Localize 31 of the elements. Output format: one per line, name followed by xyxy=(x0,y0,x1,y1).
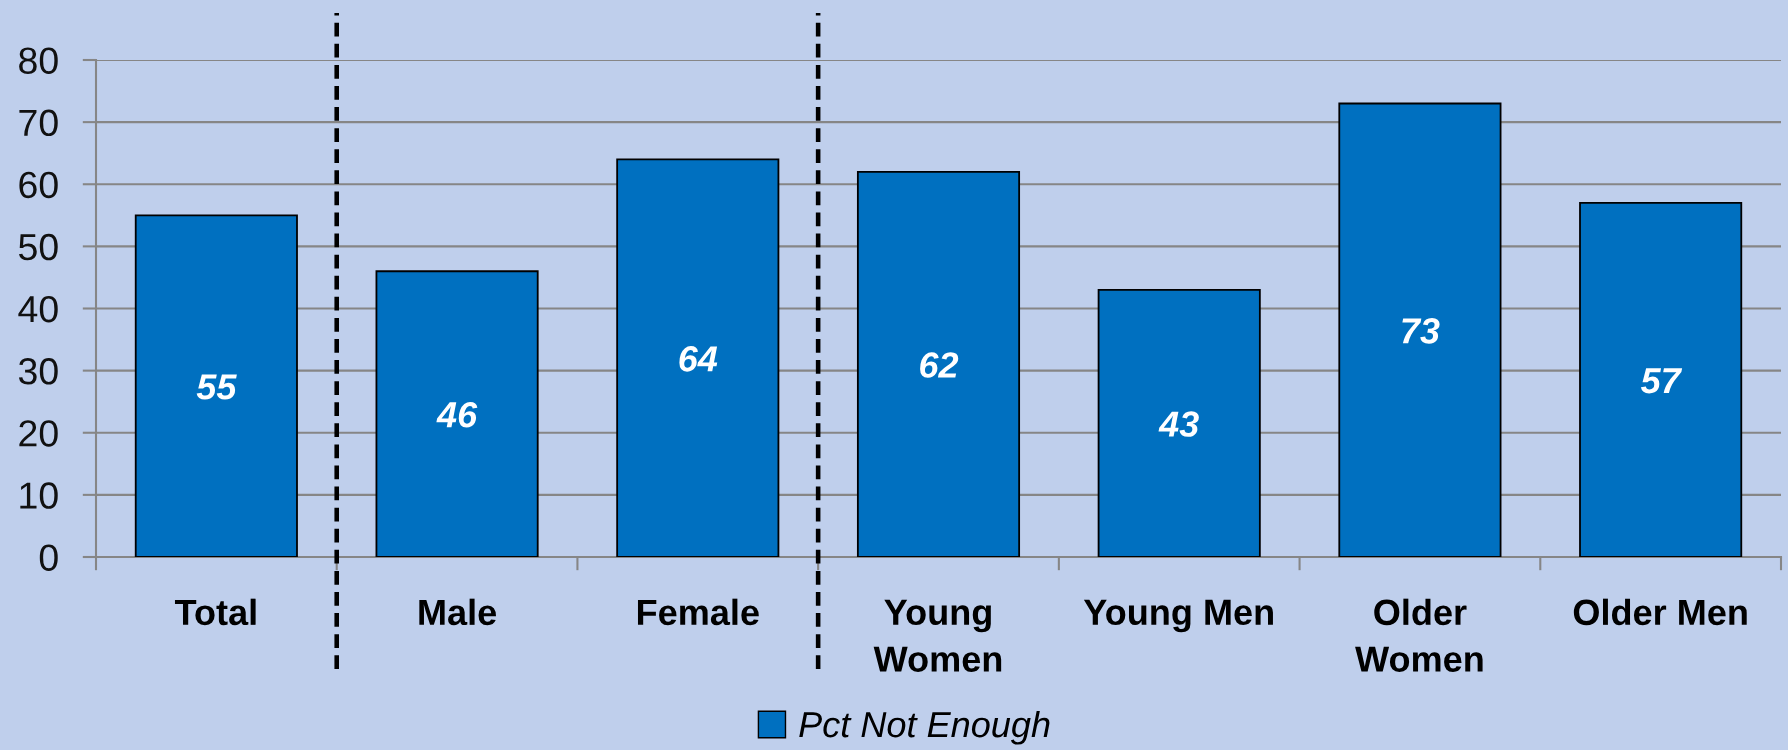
y-tick-label: 80 xyxy=(19,47,58,74)
x-tick-label: Older Men xyxy=(1573,598,1747,626)
x-tick-label: Male xyxy=(419,598,496,626)
data-label: 57 xyxy=(1640,368,1683,394)
y-tick-label: 30 xyxy=(18,358,58,385)
x-tick-label: Total xyxy=(174,598,256,626)
data-label: 46 xyxy=(436,401,478,428)
bar xyxy=(1338,102,1502,557)
y-tick-label: 50 xyxy=(18,233,58,261)
y-tick-label: 60 xyxy=(19,171,58,199)
bar xyxy=(616,158,780,557)
data-label: 55 xyxy=(196,374,237,400)
x-tick-label: Young Women xyxy=(873,599,1002,672)
x-tick-label: Older Women xyxy=(1355,598,1483,672)
x-tick-label: Young Men xyxy=(1083,599,1273,633)
legend-label: Pct Not Enough xyxy=(799,710,1050,745)
data-label: 64 xyxy=(679,346,718,372)
data-label: 43 xyxy=(1158,411,1199,437)
y-tick-label: 70 xyxy=(19,109,58,137)
bar xyxy=(375,270,539,557)
x-tick-label: Female xyxy=(637,598,759,626)
y-tick-label: 0 xyxy=(39,544,58,571)
bar xyxy=(1097,288,1261,557)
bar xyxy=(856,170,1021,557)
y-tick-label: 20 xyxy=(19,420,58,447)
bar xyxy=(1579,201,1743,557)
data-label: 62 xyxy=(920,352,959,378)
y-tick-label: 10 xyxy=(20,482,58,509)
data-label: 73 xyxy=(1402,318,1440,344)
bar xyxy=(134,214,298,557)
y-tick-label: 40 xyxy=(18,295,58,323)
